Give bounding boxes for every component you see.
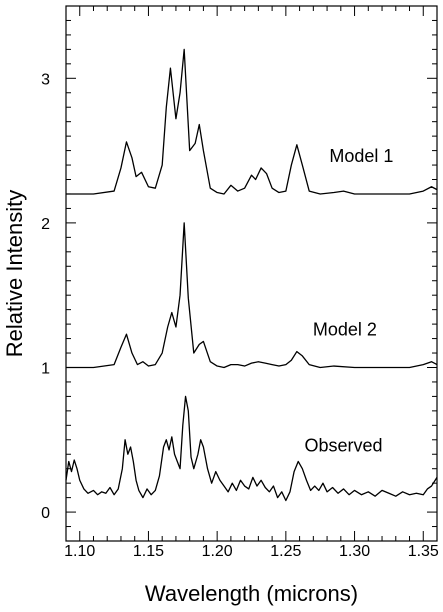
labels-layer: 1.10 1.15 1.20 1.25 1.30 1.35 0 1 2 3 Model 1 Model… <box>41 71 439 560</box>
x-tick-label: 1.35 <box>408 543 439 560</box>
y-tick-label: 0 <box>41 505 50 522</box>
x-tick-label: 1.30 <box>339 543 370 560</box>
x-tick-label: 1.10 <box>64 543 95 560</box>
series-line-model-1 <box>66 48 438 195</box>
x-tick-label: 1.20 <box>202 543 233 560</box>
series-line-observed <box>65 395 438 502</box>
y-tick-label: 1 <box>41 360 50 377</box>
y-tick-label: 2 <box>41 216 50 233</box>
series-label-model-2: Model 2 <box>313 320 377 340</box>
series-label-observed: Observed <box>305 435 383 455</box>
y-tick-label: 3 <box>41 71 50 88</box>
plot-frame <box>65 5 438 542</box>
y-axis-title: Relative Intensity <box>2 190 27 358</box>
x-tick-label: 1.25 <box>270 543 301 560</box>
x-tick-label: 1.15 <box>133 543 164 560</box>
series-label-model-1: Model 1 <box>329 146 393 166</box>
x-axis-title: Wavelength (microns) <box>145 581 358 606</box>
series-line-model-2 <box>66 222 438 369</box>
series-layer <box>65 48 438 502</box>
ticks-layer <box>65 5 438 542</box>
